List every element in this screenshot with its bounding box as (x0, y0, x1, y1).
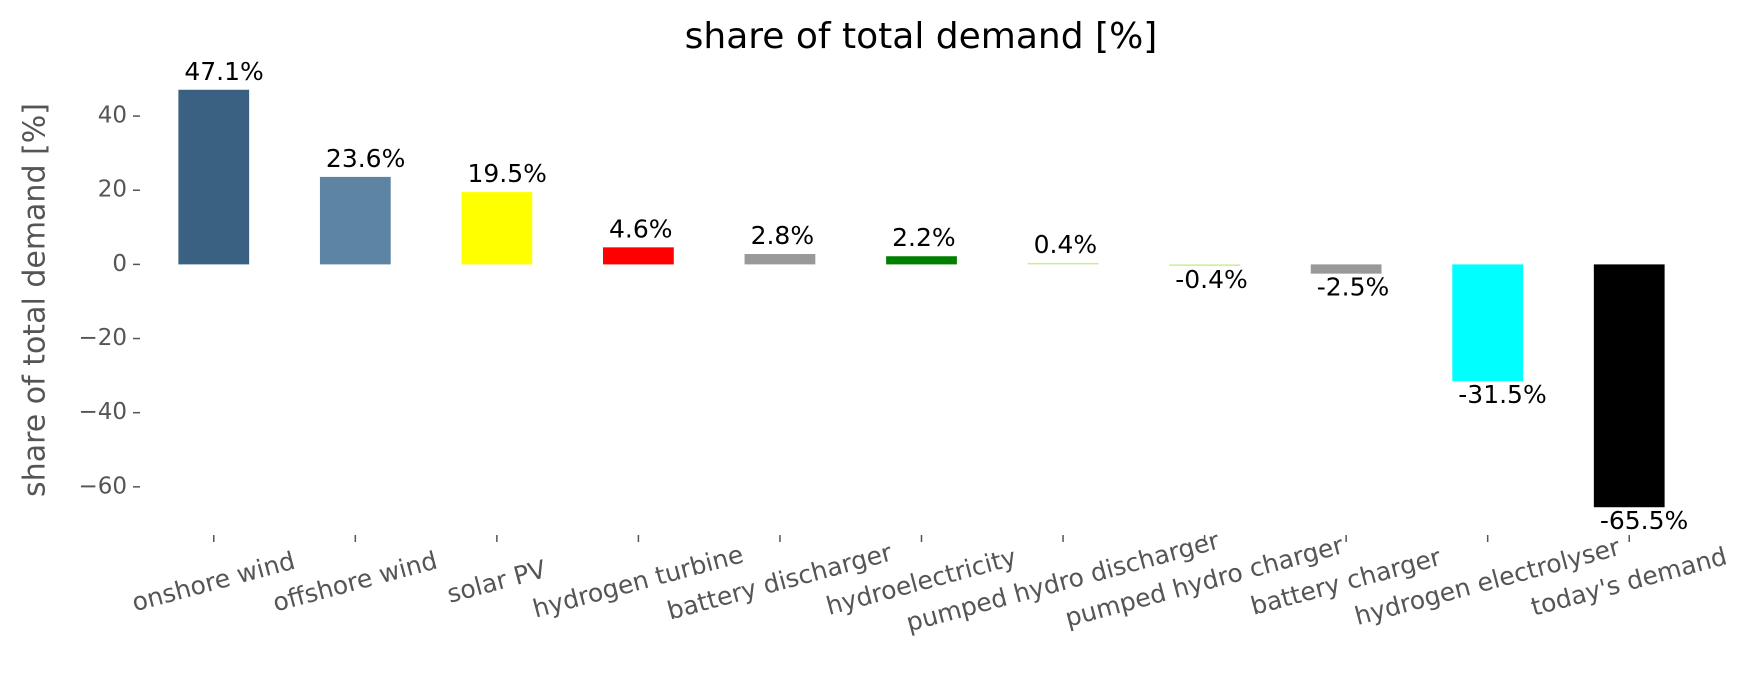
bar (178, 89, 250, 265)
bar (603, 247, 674, 265)
bar (1310, 264, 1382, 274)
x-tick-label: offshore wind (270, 546, 441, 618)
value-label: 2.8% (751, 221, 815, 250)
bar (1593, 264, 1665, 508)
bar (1169, 264, 1240, 266)
chart-title: share of total demand [%] (685, 16, 1158, 57)
bar (461, 192, 533, 265)
value-label: -31.5% (1458, 380, 1546, 409)
bar (744, 254, 816, 265)
value-label: 0.4% (1034, 230, 1098, 259)
value-label: -65.5% (1600, 506, 1688, 535)
y-tick-label: −20 (78, 325, 127, 351)
value-label: -0.4% (1175, 265, 1248, 294)
value-label: 23.6% (326, 144, 405, 173)
y-tick-label: −40 (78, 399, 127, 425)
y-tick-label: −60 (78, 473, 127, 499)
value-label: 19.5% (467, 159, 546, 188)
x-tick-label: onshore wind (129, 546, 298, 617)
y-axis-label: share of total demand [%] (18, 103, 53, 497)
y-tick-label: 40 (98, 103, 127, 129)
y-tick-label: 20 (98, 177, 127, 203)
value-label: 4.6% (609, 214, 673, 243)
bar (886, 256, 957, 265)
bar (1452, 264, 1524, 382)
bar (319, 176, 391, 265)
bar (1027, 262, 1099, 265)
value-label: 2.2% (892, 223, 956, 252)
y-tick-label: 0 (112, 251, 127, 277)
value-label: 47.1% (184, 57, 263, 86)
value-label: -2.5% (1317, 273, 1390, 302)
